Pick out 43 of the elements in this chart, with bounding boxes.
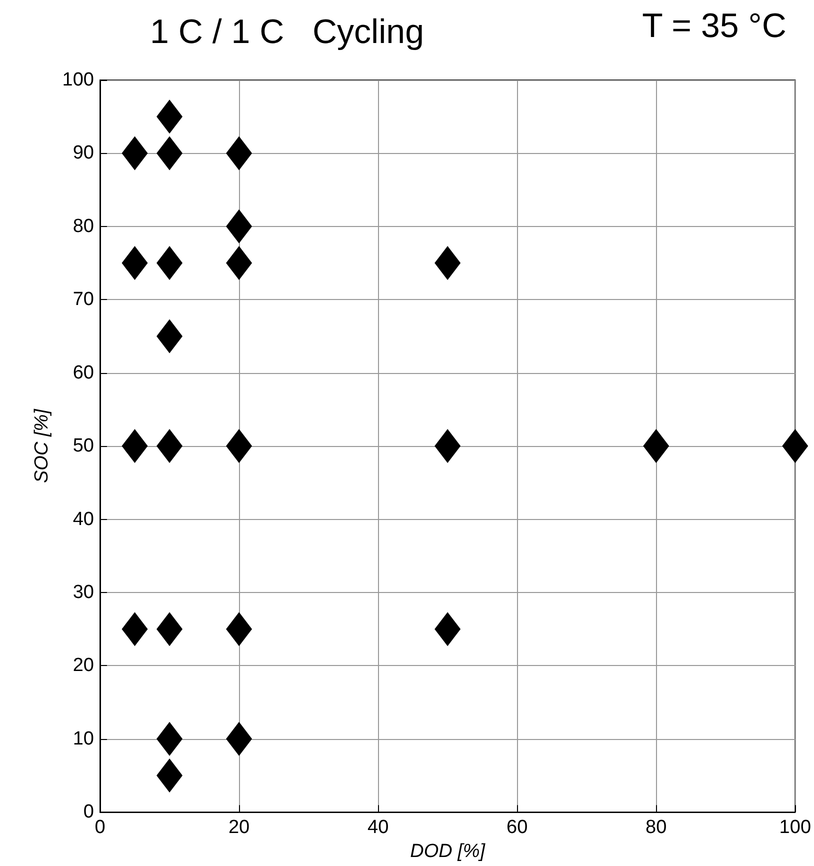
point bbox=[156, 429, 183, 464]
y-tick-label: 70 bbox=[72, 289, 94, 310]
y-tick-label: 0 bbox=[83, 802, 94, 823]
y-tick-label: 10 bbox=[72, 728, 94, 750]
point bbox=[643, 429, 670, 464]
point bbox=[122, 246, 148, 280]
x-tick-label: 100 bbox=[779, 817, 811, 838]
x-tick-label: 40 bbox=[367, 817, 389, 838]
x-tick-label: 80 bbox=[646, 817, 667, 838]
chart-title: 1 C / 1 C Cycling bbox=[150, 13, 424, 51]
point bbox=[434, 246, 461, 280]
y-tick-label: 40 bbox=[72, 508, 94, 530]
point bbox=[226, 429, 252, 464]
y-tick-label: 80 bbox=[72, 216, 94, 237]
point bbox=[156, 722, 183, 756]
point bbox=[782, 429, 808, 464]
point bbox=[156, 246, 183, 280]
point bbox=[156, 100, 183, 134]
y-axis-title: SOC [%] bbox=[31, 408, 52, 484]
point bbox=[226, 136, 252, 170]
x-tick-label: 20 bbox=[228, 817, 250, 838]
point bbox=[226, 209, 252, 244]
x-axis-title: DOD [%] bbox=[410, 841, 486, 862]
y-tick-label: 20 bbox=[72, 655, 94, 676]
y-tick-label: 90 bbox=[72, 142, 94, 164]
point bbox=[434, 429, 461, 464]
y-tick-label: 30 bbox=[72, 582, 94, 603]
point bbox=[156, 319, 183, 354]
point bbox=[122, 136, 148, 170]
point bbox=[156, 136, 183, 170]
y-tick-label: 60 bbox=[72, 362, 94, 384]
point bbox=[226, 612, 252, 646]
y-tick-label: 100 bbox=[62, 70, 94, 90]
point bbox=[226, 246, 252, 280]
point bbox=[434, 612, 461, 646]
point bbox=[122, 429, 148, 464]
point bbox=[156, 758, 183, 792]
x-tick-label: 60 bbox=[506, 817, 528, 838]
text: T = 35 °C bbox=[642, 7, 786, 45]
y-tick-label: 50 bbox=[72, 436, 94, 457]
point bbox=[226, 722, 252, 756]
point bbox=[156, 612, 183, 646]
point bbox=[122, 612, 148, 646]
